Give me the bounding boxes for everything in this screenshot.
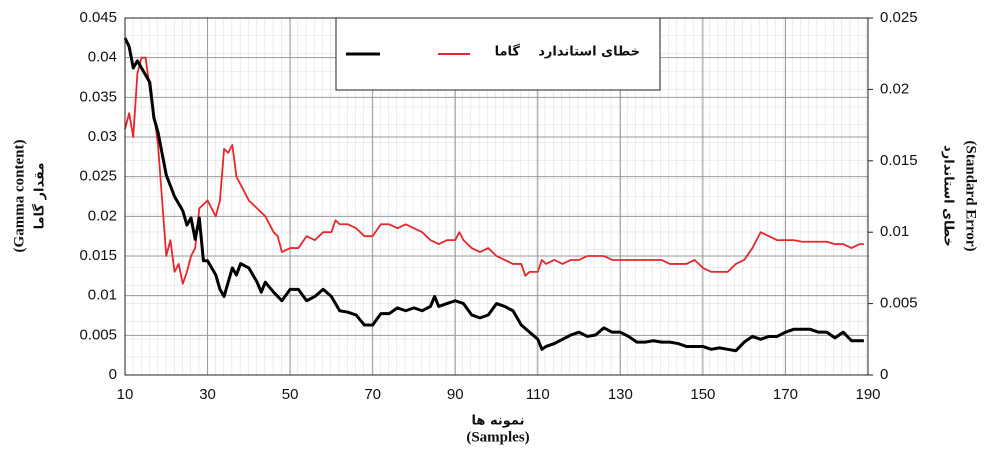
y2-tick-label: 0: [880, 366, 888, 383]
y2-axis-label: (Standard Error): [963, 141, 979, 252]
y-tick-label: 0.03: [88, 128, 117, 145]
series-line: [124, 56, 864, 285]
legend-label: خطای استاندارد: [538, 45, 640, 60]
x-tick-label: 170: [773, 386, 798, 403]
series-line: [123, 37, 864, 353]
y2-tick-label: 0.02: [880, 80, 909, 97]
x-tick-label: 30: [199, 386, 216, 403]
y-tick-label: 0.01: [88, 287, 117, 304]
y2-tick-label: 0.005: [880, 295, 918, 312]
x-tick-label: 190: [855, 386, 880, 403]
y-axis-label-fa: مقدار گاما: [32, 163, 48, 230]
x-tick-label: 70: [364, 386, 381, 403]
x-tick-label: 150: [690, 386, 715, 403]
legend-label: گاما: [495, 44, 521, 60]
y-tick-label: 0.04: [88, 49, 117, 66]
y-tick-label: 0.045: [79, 9, 117, 26]
y2-tick-label: 0.01: [880, 223, 909, 240]
y-tick-label: 0: [109, 366, 117, 383]
y2-tick-label: 0.025: [880, 9, 918, 26]
y-tick-label: 0.025: [79, 168, 117, 185]
x-tick-label: 50: [282, 386, 299, 403]
y2-axis-label-fa: خطای استاندارد: [941, 145, 956, 247]
x-tick-label: 110: [526, 386, 550, 403]
x-tick-label: 90: [447, 386, 464, 403]
y-axis-label: (Gamma content): [11, 140, 27, 253]
legend-box: [335, 17, 661, 91]
x-tick-label: 10: [117, 386, 134, 403]
y-tick-label: 0.015: [79, 247, 117, 264]
y-tick-label: 0.035: [79, 88, 117, 105]
y-tick-label: 0.005: [79, 326, 117, 343]
x-axis-label: (Samples): [466, 429, 529, 445]
x-axis-label-fa: نمونه ها: [472, 414, 525, 429]
y2-tick-label: 0.015: [880, 152, 918, 169]
y-tick-label: 0.02: [88, 207, 117, 224]
x-tick-label: 130: [608, 386, 633, 403]
